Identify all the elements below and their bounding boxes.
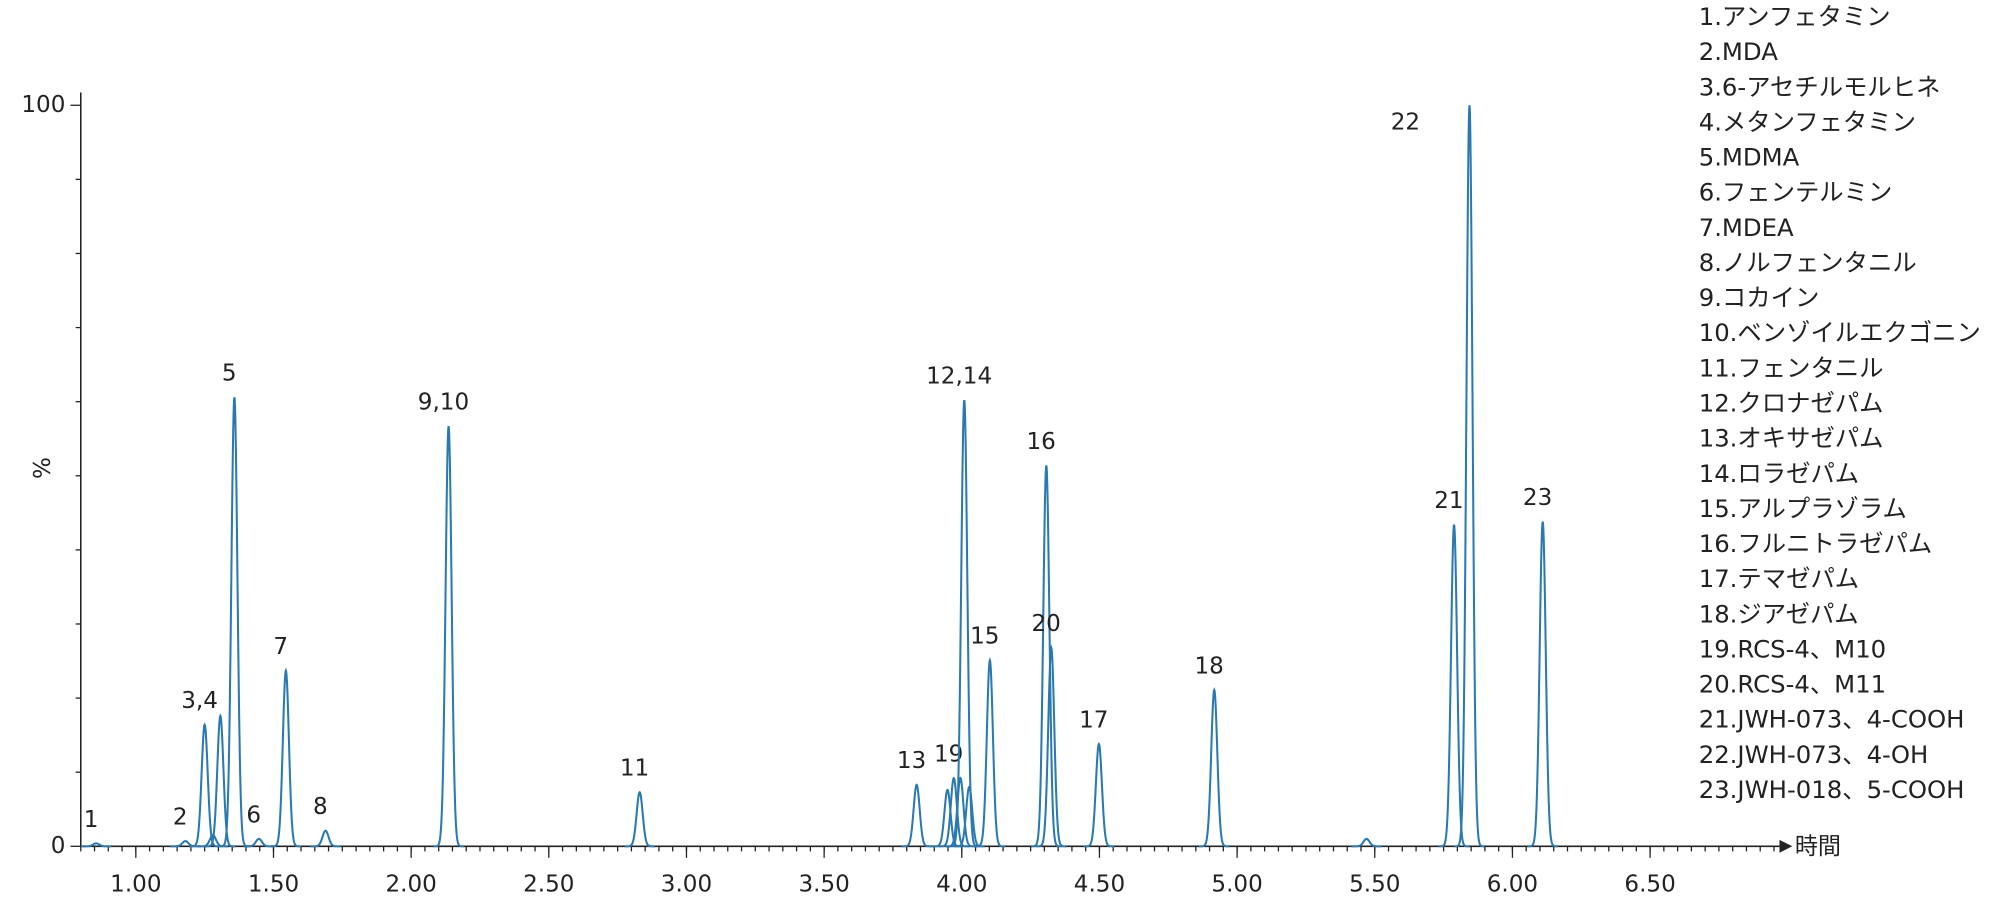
legend: 1.アンフェタミン 2.MDA 3.6-アセチルモルヒネ 4.メタンフェタミン 5.MD…: [1699, 2, 1981, 804]
x-axis-arrow: [1779, 839, 1793, 853]
peak-label: 1: [84, 807, 99, 833]
peak-label: 2: [173, 805, 188, 831]
peak-label: 13: [897, 748, 926, 774]
legend-entry: 15.アルプラゾラム: [1699, 494, 1907, 523]
x-tick-label: 6.00: [1487, 871, 1538, 897]
peak-label: 5: [222, 361, 237, 387]
x-tick-label: 1.50: [248, 871, 299, 897]
peak: [938, 776, 969, 848]
legend-entry: 20.RCS-4、M11: [1699, 670, 1886, 699]
x-axis-label: 時間: [1795, 834, 1841, 860]
peak-label: 8: [313, 794, 328, 820]
peak: [1351, 837, 1382, 848]
legend-entry: 22.JWH-073、4-OH: [1699, 740, 1929, 769]
peak: [81, 842, 112, 848]
x-tick-label: 4.50: [1074, 871, 1125, 897]
legend-entry: 16.フルニトラゼパム: [1699, 529, 1932, 558]
legend-entry: 1.アンフェタミン: [1699, 2, 1891, 31]
peak-label: 22: [1391, 110, 1420, 136]
x-tick-label: 6.50: [1624, 871, 1675, 897]
x-tick-label: 5.00: [1211, 871, 1262, 897]
peak-label: 21: [1434, 488, 1463, 514]
x-tick-label: 3.00: [661, 871, 712, 897]
x-tick-label: 4.00: [936, 871, 987, 897]
legend-entry: 14.ロラゼパム: [1699, 459, 1859, 488]
peak: [205, 713, 236, 848]
x-tick-label: 2.50: [523, 871, 574, 897]
legend-entry: 17.テマゼパム: [1699, 564, 1859, 593]
peak-label: 6: [246, 802, 261, 828]
y-axis-label: %: [30, 457, 56, 479]
legend-entry: 13.オキサゼパム: [1699, 424, 1884, 453]
peak: [1199, 687, 1230, 848]
legend-entry: 18.ジアゼパム: [1699, 599, 1859, 628]
legend-entry: 11.フェンタニル: [1699, 353, 1884, 382]
peak: [1454, 105, 1485, 848]
peak-label: 7: [273, 634, 288, 660]
legend-entry: 23.JWH-018、5-COOH: [1699, 775, 1965, 804]
peak: [949, 400, 980, 848]
peak: [219, 397, 250, 848]
peak: [1438, 524, 1470, 848]
legend-entry: 21.JWH-073、4-COOH: [1699, 705, 1965, 734]
legend-entry: 4.メタンフェタミン: [1699, 107, 1916, 136]
peak: [310, 829, 341, 848]
peak-label: 20: [1031, 611, 1060, 637]
legend-entry: 12.クロナゼパム: [1699, 388, 1884, 417]
legend-entry: 6.フェンテルミン: [1699, 178, 1893, 207]
peak-label: 17: [1079, 707, 1108, 733]
peak-label: 16: [1027, 429, 1056, 455]
peak: [1083, 742, 1115, 848]
legend-entry: 19.RCS-4、M10: [1699, 634, 1886, 663]
legend-entry: 2.MDA: [1699, 37, 1779, 66]
legend-entry: 8.ノルフェンタニル: [1699, 248, 1917, 277]
peak: [243, 837, 275, 848]
x-tick-label: 1.00: [110, 871, 161, 897]
legend-entry: 9.コカイン: [1699, 283, 1820, 312]
legend-entry: 7.MDEA: [1699, 213, 1794, 242]
x-tick-label: 5.50: [1349, 871, 1400, 897]
legend-entry: 5.MDMA: [1699, 143, 1800, 172]
peak-label: 12,14: [926, 364, 992, 390]
legend-entry: 10.ベンゾイルエクゴニン: [1699, 318, 1981, 347]
peak-label: 9,10: [418, 390, 469, 416]
peak: [1031, 465, 1062, 848]
peak-label: 18: [1194, 653, 1223, 679]
peak: [901, 783, 932, 848]
legend-entry: 3.6-アセチルモルヒネ: [1699, 72, 1941, 101]
peak: [624, 790, 655, 848]
peak: [1527, 521, 1558, 848]
peak: [189, 722, 220, 848]
peak-label: 23: [1523, 485, 1552, 511]
peak: [433, 425, 464, 848]
peak: [974, 657, 1006, 848]
peak-label: 15: [970, 624, 999, 650]
peak-label: 11: [620, 756, 649, 782]
x-tick-label: 3.50: [798, 871, 849, 897]
peak: [1036, 644, 1067, 848]
y-tick-label: 0: [51, 833, 66, 859]
peak-label: 3,4: [181, 688, 218, 714]
y-tick-label: 100: [21, 92, 65, 118]
x-tick-label: 2.00: [385, 871, 436, 897]
peak: [270, 667, 302, 848]
